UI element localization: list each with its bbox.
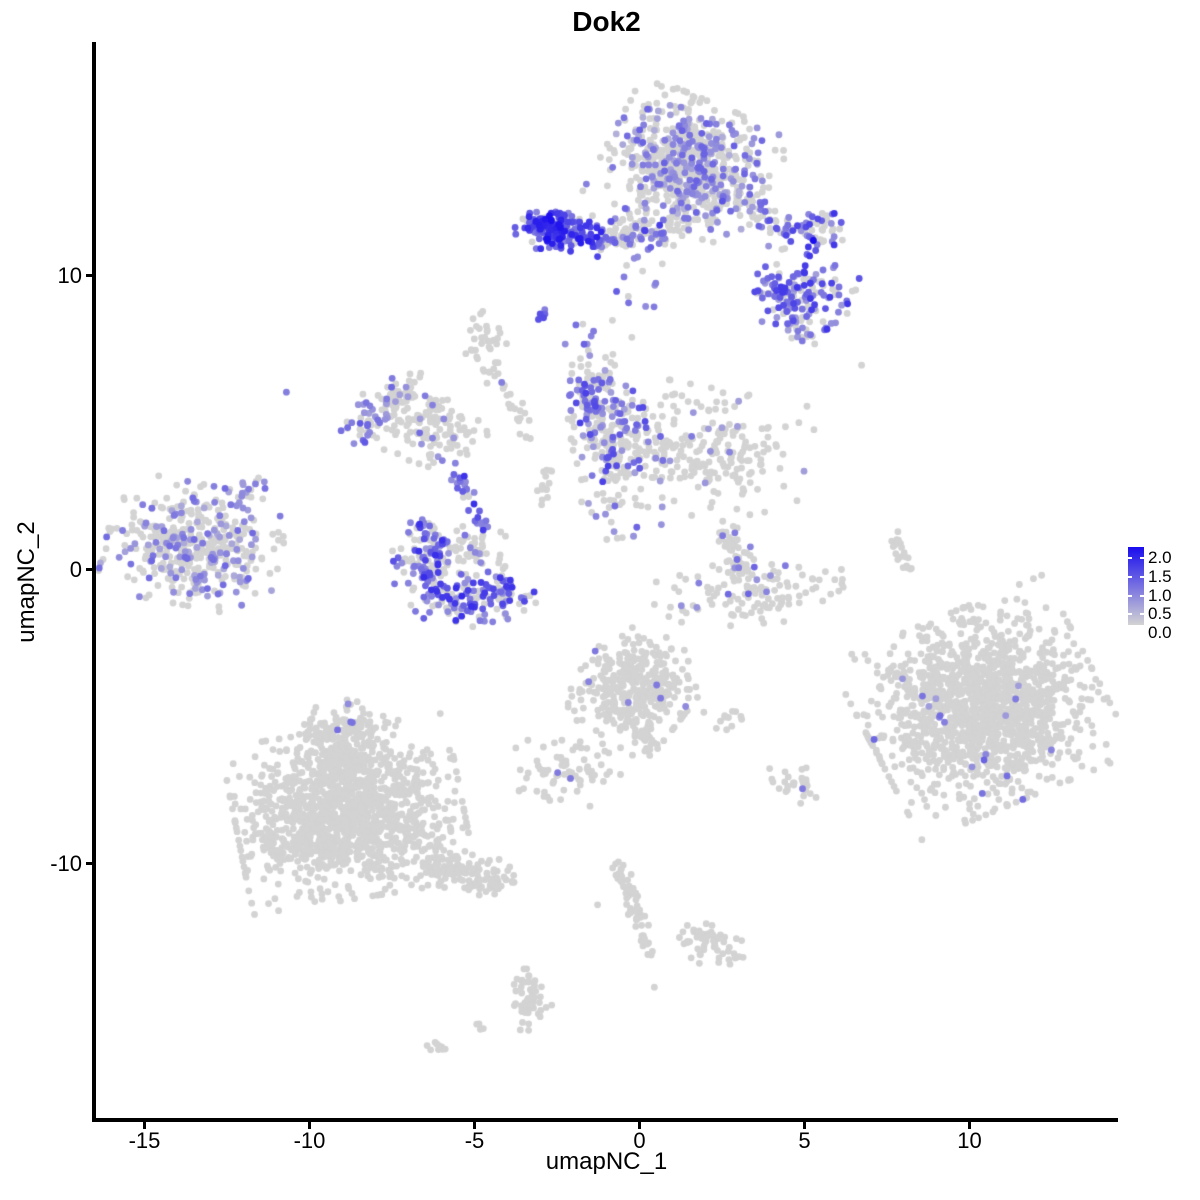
legend-tick-label: 0.5 [1148,604,1172,624]
legend-tick-mark [1140,575,1144,578]
legend-tick-mark [1128,594,1132,597]
x-tick-mark [803,1121,806,1129]
legend-tick-label: 0.0 [1148,623,1172,642]
x-tick-label: -10 [293,1128,326,1153]
x-tick-mark [968,1121,971,1129]
y-axis-line [92,42,96,1121]
legend-tick-label: 1.5 [1148,566,1172,586]
x-tick-mark [638,1121,641,1129]
plot-title: Dok2 [572,6,641,37]
legend-tick-mark [1140,557,1144,559]
x-axis-line [92,1118,1118,1122]
y-tick-label: -10 [50,850,82,876]
legend-tick-mark [1140,613,1144,616]
x-tick-label: 5 [798,1128,811,1153]
legend-tick-mark [1140,594,1144,597]
x-axis-title: umapNC_1 [545,1148,668,1175]
legend-tick-label: 2.0 [1148,548,1172,567]
y-tick-mark [86,274,94,278]
legend-tick-label: 1.0 [1148,585,1172,605]
y-tick-label: 10 [57,262,82,288]
y-tick-mark [86,568,94,572]
legend-tick-mark [1128,575,1132,578]
legend-tick-mark [1128,557,1132,559]
y-tick-mark [86,862,94,866]
legend-tick-mark [1128,613,1132,616]
x-tick-mark [473,1121,476,1129]
y-axis-title: umapNC_2 [13,521,40,643]
colorbar-legend: 2.0 1.5 1.0 0.5 0.0 [1128,547,1198,647]
y-tick-label: 0 [69,556,82,582]
colorbar-gradient [1128,547,1144,625]
x-tick-mark [143,1121,146,1129]
x-tick-label: -15 [128,1128,161,1153]
x-tick-label: 10 [957,1128,982,1153]
x-tick-label: 0 [633,1128,646,1153]
x-tick-label: -5 [464,1128,485,1153]
x-tick-mark [308,1121,311,1129]
